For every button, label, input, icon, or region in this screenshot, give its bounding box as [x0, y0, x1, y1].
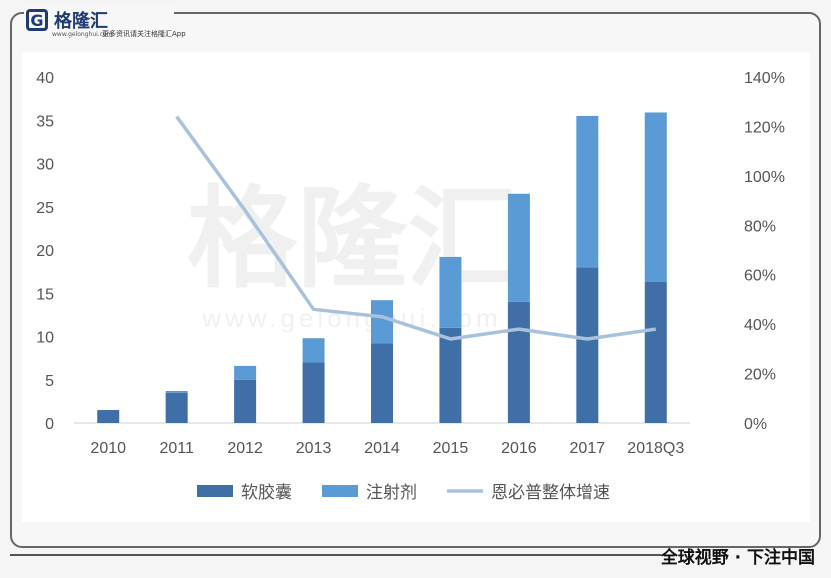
watermark-text: 格隆汇	[187, 178, 517, 301]
bar-injection	[165, 390, 188, 393]
bar-softgel	[97, 410, 120, 423]
bar-softgel	[439, 327, 462, 423]
y-right-tick-label: 80%	[744, 218, 776, 235]
x-tick-label: 2014	[364, 440, 400, 457]
y-right-tick-label: 20%	[744, 367, 776, 384]
bar-injection	[507, 193, 530, 302]
y-left-tick-label: 20	[36, 243, 54, 260]
bar-softgel	[371, 343, 393, 423]
x-tick-label: 2013	[296, 440, 332, 457]
y-right-tick-label: 140%	[744, 70, 785, 87]
y-right-tick-label: 40%	[744, 317, 776, 334]
bar-softgel	[302, 362, 325, 423]
legend-label: 软胶囊	[241, 483, 292, 502]
x-tick-label: 2018Q3	[627, 440, 684, 457]
chart-svg: 格隆汇www.gelonghui.com05101520253035400%20…	[36, 70, 785, 502]
legend-swatch	[322, 485, 358, 497]
brand-url: www.gelonghui.com	[52, 31, 113, 38]
footer-tagline: 全球视野 · 下注中国	[660, 548, 815, 568]
bar-injection	[439, 256, 462, 328]
growth-line	[175, 115, 657, 341]
y-left-tick-label: 15	[36, 286, 54, 303]
bar-injection	[234, 365, 257, 380]
y-right-tick-label: 100%	[744, 169, 785, 186]
bar-softgel	[576, 267, 599, 423]
bar-softgel	[234, 379, 257, 423]
x-tick-label: 2017	[570, 440, 606, 457]
x-tick-label: 2012	[227, 440, 263, 457]
bar-softgel	[507, 301, 530, 423]
x-tick-label: 2015	[433, 440, 469, 457]
bar-softgel	[644, 282, 667, 423]
bar-injection	[302, 338, 325, 363]
x-tick-label: 2010	[90, 440, 126, 457]
y-left-tick-label: 35	[36, 113, 54, 130]
x-tick-label: 2016	[501, 440, 537, 457]
brand-slogan: 更多资讯请关注格隆汇App	[102, 30, 186, 38]
y-left-tick-label: 40	[36, 70, 54, 87]
bar-injection	[371, 300, 393, 344]
y-left-tick-label: 0	[45, 416, 54, 433]
legend-swatch	[197, 485, 233, 497]
footer-divider	[10, 554, 661, 556]
legend-label: 注射剂	[366, 483, 417, 502]
y-left-tick-label: 25	[36, 200, 54, 217]
brand-name: 格隆汇	[54, 11, 108, 32]
bar-softgel	[165, 392, 188, 423]
y-left-tick-label: 30	[36, 157, 54, 174]
y-left-tick-label: 5	[45, 373, 54, 390]
x-tick-label: 2011	[159, 440, 194, 457]
logo-g-icon: G	[26, 9, 48, 31]
bar-injection	[576, 115, 599, 268]
chart-area: 格隆汇 www.gelonghui.com 0 5 10 15 20 25 30 35 40 0% 20…	[22, 52, 810, 522]
y-right-tick-label: 60%	[744, 268, 776, 285]
legend-label: 恩必普整体增速	[491, 483, 610, 502]
y-right-tick-label: 0%	[744, 416, 767, 433]
brand-logo: G 格隆汇 www.gelonghui.com 更多资讯请关注格隆汇App	[24, 5, 186, 39]
bar-injection	[644, 112, 667, 283]
y-left-tick-label: 10	[36, 330, 54, 347]
y-right-tick-label: 120%	[744, 119, 785, 136]
